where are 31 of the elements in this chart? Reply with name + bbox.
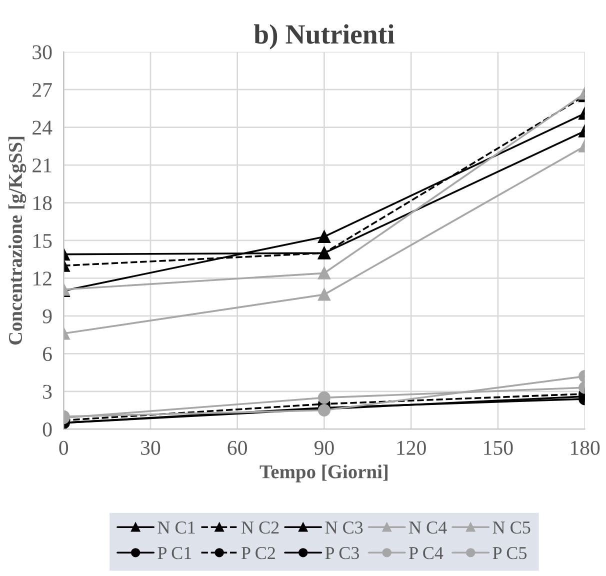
legend-label: P C3 xyxy=(325,547,360,560)
legend-label: N C4 xyxy=(409,522,447,534)
y-tick-label: 0 xyxy=(42,422,52,437)
x-tick-label: 0 xyxy=(59,440,68,455)
legend-label: P C5 xyxy=(492,547,527,560)
y-tick-label: 9 xyxy=(42,309,52,324)
y-axis-title: Concentrazione [g/KgSS] xyxy=(8,136,26,345)
x-tick-label: 150 xyxy=(484,440,513,455)
y-tick-label: 27 xyxy=(32,83,52,97)
y-tick-label: 6 xyxy=(42,347,52,362)
legend-label: P C2 xyxy=(242,547,275,560)
x-tick-label: 90 xyxy=(314,440,334,455)
y-tick-label: 18 xyxy=(34,196,52,210)
x-tick-label: 60 xyxy=(228,440,247,455)
y-tick-label: 30 xyxy=(32,45,52,60)
y-tick-label: 3 xyxy=(43,384,52,399)
x-tick-label: 30 xyxy=(141,440,160,455)
legend-label: N C2 xyxy=(242,522,279,534)
x-tick-label: 120 xyxy=(397,440,426,455)
legend-label: P C4 xyxy=(409,547,444,560)
y-tick-label: 15 xyxy=(34,234,52,248)
chart-title: b) Nutrienti xyxy=(254,24,394,50)
x-tick-label: 180 xyxy=(571,440,600,455)
y-tick-label: 24 xyxy=(32,120,52,135)
legend-label: N C1 xyxy=(158,522,195,534)
y-tick-label: 12 xyxy=(34,272,52,286)
legend-label: P C1 xyxy=(158,547,192,560)
legend-label: N C3 xyxy=(325,522,363,534)
legend-label: N C5 xyxy=(492,522,530,534)
x-axis-title: Tempo [Giorni] xyxy=(260,464,388,482)
y-tick-label: 21 xyxy=(32,158,52,172)
